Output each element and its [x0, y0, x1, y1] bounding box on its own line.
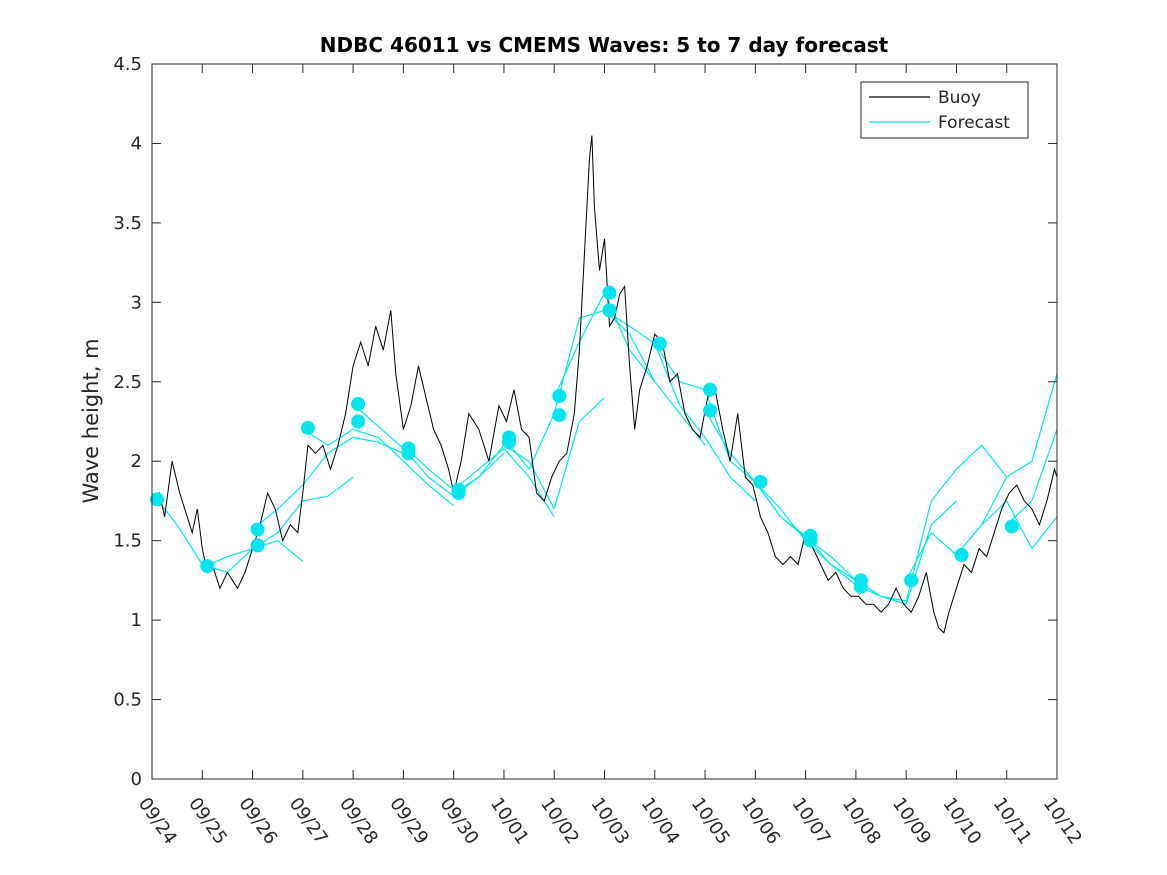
forecast-marker-0: [150, 492, 164, 507]
forecast-marker-8: [401, 446, 416, 461]
forecast-marker-1: [200, 559, 215, 574]
marker-layer: [150, 285, 1019, 594]
forecast-line-7: [503, 309, 656, 470]
legend-buoy-label: Buoy: [938, 88, 981, 108]
y-tick-label-2: 1: [131, 610, 142, 631]
forecast-marker-16: [602, 303, 617, 318]
forecast-line-2: [252, 436, 404, 530]
y-tick-label-9: 4.5: [113, 54, 142, 75]
forecast-marker-6: [351, 414, 366, 429]
y-tick-label-6: 3: [131, 292, 142, 313]
forecast-marker-10: [451, 486, 466, 500]
plot-area: [152, 64, 1057, 779]
series-layer: [151, 135, 1058, 634]
forecast-line-5: [402, 444, 555, 518]
forecast-marker-17: [652, 336, 667, 351]
tick-layer: [151, 63, 1058, 780]
y-tick-label-1: 0.5: [113, 690, 142, 711]
forecast-marker-15: [602, 285, 617, 300]
y-tick-label-3: 1.5: [113, 531, 142, 552]
y-tick-labels: 0 0.5 1 1.5 2 2.5 3 3.5 4 4.5: [113, 54, 142, 790]
forecast-marker-20: [753, 474, 768, 489]
forecast-marker-26: [954, 548, 969, 562]
forecast-marker-19: [703, 403, 718, 418]
forecast-line-1: [202, 476, 354, 569]
y-tick-label-4: 2: [131, 451, 142, 472]
chart-title: NDBC 46011 vs CMEMS Waves: 5 to 7 day fo…: [320, 33, 889, 57]
forecast-marker-27: [1004, 519, 1019, 534]
forecast-marker-4: [300, 420, 315, 435]
forecast-marker-18: [703, 382, 718, 397]
forecast-marker-3: [250, 538, 265, 553]
forecast-marker-22: [803, 533, 818, 548]
forecast-marker-2: [250, 522, 265, 537]
y-tick-label-8: 4: [131, 133, 142, 154]
forecast-marker-5: [351, 397, 366, 411]
forecast-marker-12: [502, 435, 516, 450]
legend-box: [860, 81, 1029, 139]
legend-forecast-label: Forecast: [938, 113, 1010, 133]
forecast-line-3: [302, 428, 455, 507]
y-tick-label-5: 2.5: [113, 372, 142, 393]
forecast-marker-25: [904, 573, 919, 588]
forecast-marker-13: [552, 389, 567, 404]
y-tick-label-7: 3.5: [113, 213, 142, 234]
y-tick-label-0: 0: [131, 769, 142, 790]
forecast-line-6: [453, 397, 605, 510]
forecast-line-9: [604, 309, 756, 502]
forecast-marker-14: [552, 408, 567, 423]
buoy-line: [151, 135, 1058, 634]
legend: Buoy Forecast: [860, 81, 1029, 139]
forecast-line-14: [855, 444, 1008, 602]
forecast-marker-24: [853, 579, 868, 594]
y-axis-label: Wave height, m: [79, 338, 103, 503]
forecast-line-17: [1006, 429, 1058, 526]
forecast-line-16: [955, 373, 1058, 556]
